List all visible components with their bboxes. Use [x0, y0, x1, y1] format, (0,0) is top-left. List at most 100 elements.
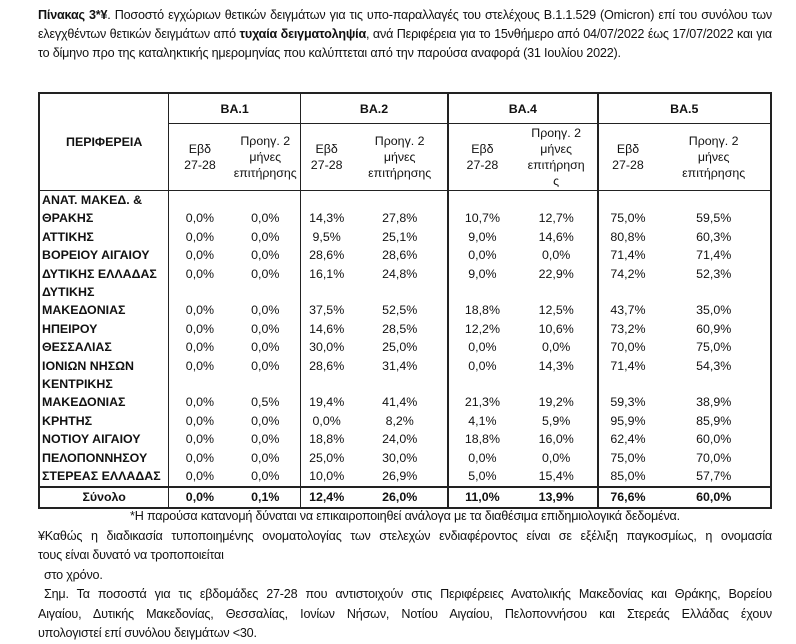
- value-cell: 71,4%: [696, 248, 732, 263]
- week-subheader: Εβδ 27-28: [168, 123, 231, 191]
- region-line: ΗΠΕΙΡΟΥ: [42, 321, 98, 336]
- value-cell: 80,8%: [596, 227, 658, 247]
- total-value: 76,6%: [596, 485, 658, 508]
- week-subheader: Εβδ 27-28: [299, 123, 353, 191]
- value-cell: 74,2%: [596, 264, 658, 284]
- value-cell: 0,0%: [251, 469, 280, 484]
- value-cell: 37,5%: [299, 283, 353, 320]
- total-value: 13,9%: [515, 485, 598, 508]
- value-cell: 0,0%: [168, 246, 231, 265]
- table-row: ΚΕΝΤΡΙΚΗΣ ΜΑΚΕΔΟΝΙΑΣ 0,0% 0,5% 19,4% 41,4% 21,…: [39, 375, 771, 412]
- value-cell: 38,9%: [696, 395, 732, 410]
- value-cell: 0,5%: [251, 395, 280, 410]
- value-cell: 28,6%: [382, 248, 418, 263]
- table-row: ΔΥΤΙΚΗΣ ΕΛΛΑΔΑΣ 0,0% 0,0% 16,1% 24,8% 9,0% 22,…: [39, 264, 771, 284]
- subheader-line: 27-28: [310, 158, 343, 172]
- value-cell: 0,0%: [168, 319, 231, 339]
- table-row: ΠΕΛΟΠΟΝΝΗΣΟΥ 0,0% 0,0% 25,0% 30,0% 0,0% 0,0% 75…: [39, 448, 771, 468]
- subheader-line: επιτήρηση: [527, 158, 585, 172]
- value-cell: 14,3%: [538, 358, 574, 373]
- week-subheader: Εβδ 27-28: [447, 123, 516, 191]
- table-row: ΙΟΝΙΩΝ ΝΗΣΩΝ 0,0% 0,0% 28,6% 31,4% 0,0% 14,3% 7…: [39, 356, 771, 376]
- value-cell: 0,0%: [447, 356, 516, 376]
- value-cell: 5,0%: [447, 467, 516, 487]
- value-cell: 0,0%: [251, 432, 280, 447]
- value-cell: 12,2%: [447, 319, 516, 339]
- total-value: 26,0%: [352, 485, 449, 508]
- value-cell: 0,0%: [251, 358, 280, 373]
- value-cell: 0,0%: [168, 375, 231, 412]
- subheader-line: Προηγ. 2: [688, 134, 739, 148]
- value-cell: 0,0%: [168, 448, 231, 468]
- region-line: ΑΤΤΙΚΗΣ: [42, 229, 94, 244]
- value-cell: 0,0%: [542, 450, 571, 465]
- value-cell: 12,7%: [538, 211, 574, 226]
- value-cell: 9,5%: [299, 227, 353, 247]
- table-caption: Πίνακας 3*¥. Ποσοστό εγχώριων θετικών δε…: [38, 6, 772, 63]
- value-cell: 24,8%: [382, 266, 418, 281]
- value-cell: 73,2%: [596, 319, 658, 339]
- value-cell: 28,5%: [382, 321, 418, 336]
- value-cell: 52,5%: [382, 303, 418, 318]
- region-name: ΔΥΤΙΚΗΣ ΜΑΚΕΔΟΝΙΑΣ: [39, 283, 169, 320]
- value-cell: 60,0%: [696, 432, 732, 447]
- subheader-line: Εβδ: [315, 142, 338, 156]
- value-cell: 18,8%: [447, 283, 516, 320]
- week-subheader: Εβδ 27-28: [596, 123, 658, 191]
- total-value: 60,0%: [657, 485, 771, 508]
- value-cell: 31,4%: [382, 358, 418, 373]
- value-cell: 43,7%: [596, 283, 658, 320]
- value-cell: 10,6%: [538, 321, 574, 336]
- value-cell: 52,3%: [696, 266, 732, 281]
- value-cell: 71,4%: [596, 246, 658, 265]
- value-cell: 0,0%: [447, 246, 516, 265]
- value-cell: 60,9%: [696, 321, 732, 336]
- value-cell: 41,4%: [382, 395, 418, 410]
- region-name: ΙΟΝΙΩΝ ΝΗΣΩΝ: [39, 357, 169, 375]
- group-header: BA.4: [447, 93, 598, 124]
- group-header: BA.5: [596, 93, 771, 124]
- value-cell: 18,8%: [299, 430, 353, 449]
- value-cell: 25,0%: [382, 340, 418, 355]
- region-name: ΘΕΣΣΑΛΙΑΣ: [39, 338, 169, 356]
- caption-text-end: , ανά Περιφέρεια για το 15νθήμερο από 04…: [38, 27, 772, 60]
- subheader-line: 27-28: [612, 158, 644, 172]
- group-header: BA.1: [168, 93, 301, 124]
- value-cell: 85,0%: [596, 467, 658, 487]
- region-line: ΘΕΣΣΑΛΙΑΣ: [42, 340, 112, 355]
- subheader-line: επιτήρησης: [368, 166, 432, 180]
- value-cell: 54,3%: [696, 358, 732, 373]
- subheader-line: μήνες: [249, 150, 282, 164]
- value-cell: 5,9%: [542, 413, 571, 428]
- footnote-2-cont: τους είναι δυνατό να τροποποιείται: [38, 548, 224, 562]
- value-cell: 30,0%: [299, 338, 353, 357]
- value-cell: 85,9%: [696, 413, 732, 428]
- value-cell: 28,6%: [299, 246, 353, 265]
- region-name: ΚΕΝΤΡΙΚΗΣ ΜΑΚΕΔΟΝΙΑΣ: [39, 375, 169, 412]
- value-cell: 0,0%: [168, 283, 231, 320]
- region-name: ΠΕΛΟΠΟΝΝΗΣΟΥ: [39, 449, 169, 467]
- region-line: ΑΝΑΤ. ΜΑΚΕΔ. &: [42, 193, 143, 207]
- subheader-line: Εβδ: [616, 142, 640, 156]
- value-cell: 16,0%: [538, 432, 574, 447]
- footnote-1: *Η παρούσα κατανομή δύναται να επικαιροπ…: [130, 509, 680, 523]
- region-line: ΙΟΝΙΩΝ ΝΗΣΩΝ: [42, 358, 135, 373]
- value-cell: 25,0%: [299, 448, 353, 468]
- value-cell: 21,3%: [447, 375, 516, 412]
- region-line: ΠΕΛΟΠΟΝΝΗΣΟΥ: [42, 450, 148, 465]
- note-3: Σημ. Τα ποσοστά για τις εβδομάδες 27-28 …: [44, 587, 772, 601]
- value-cell: 0,0%: [251, 229, 280, 244]
- value-cell: 0,0%: [251, 340, 280, 355]
- omicron-table: ΠΕΡΙΦΕΡΕΙΑ BA.1 BA.2 BA.4 BA.5 Εβδ 27-28 Π…: [38, 92, 772, 509]
- value-cell: 0,0%: [447, 448, 516, 468]
- subheader-line: επιτήρησης: [682, 166, 746, 180]
- note-3-cont: Αιγαίου, Δυτικής Μακεδονίας, Θεσσαλίας, …: [38, 606, 772, 621]
- value-cell: 0,0%: [251, 413, 280, 428]
- value-cell: 75,0%: [596, 190, 658, 228]
- region-header: ΠΕΡΙΦΕΡΕΙΑ: [39, 93, 169, 191]
- subheader-line: ς: [553, 174, 560, 188]
